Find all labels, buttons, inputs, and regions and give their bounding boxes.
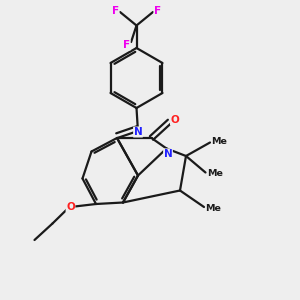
Text: F: F <box>154 5 161 16</box>
Text: N: N <box>134 127 142 137</box>
Text: Me: Me <box>212 136 227 146</box>
Text: N: N <box>164 149 172 159</box>
Text: Me: Me <box>207 169 223 178</box>
Text: F: F <box>112 5 119 16</box>
Text: Me: Me <box>206 204 221 213</box>
Text: O: O <box>170 115 179 125</box>
Text: O: O <box>66 202 75 212</box>
Text: F: F <box>123 40 130 50</box>
